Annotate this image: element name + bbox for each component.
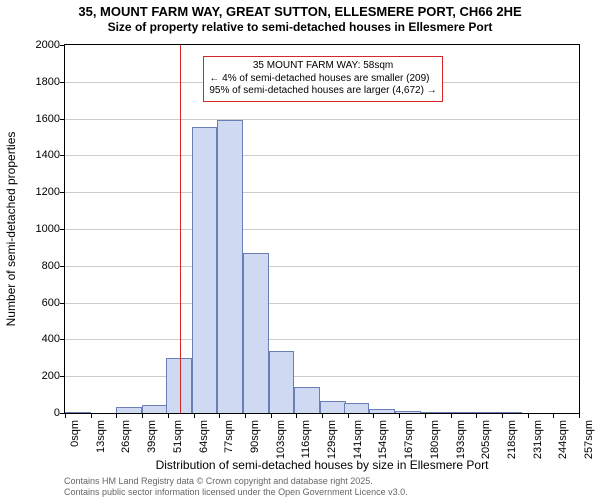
- chart-title-main: 35, MOUNT FARM WAY, GREAT SUTTON, ELLESM…: [0, 4, 600, 19]
- x-tick-mark: [451, 413, 452, 418]
- y-tick-mark: [60, 45, 65, 46]
- y-tick-mark: [60, 303, 65, 304]
- histogram-bar: [344, 403, 370, 413]
- y-tick-label: 1400: [10, 149, 60, 161]
- y-tick-mark: [60, 192, 65, 193]
- gridline-h: [65, 229, 579, 230]
- y-tick-label: 0: [10, 407, 60, 419]
- y-tick-label: 800: [10, 260, 60, 272]
- histogram-bar: [65, 412, 91, 413]
- credit-line-1: Contains HM Land Registry data © Crown c…: [64, 476, 373, 486]
- x-tick-mark: [194, 413, 195, 418]
- x-tick-mark: [219, 413, 220, 418]
- y-tick-label: 1000: [10, 223, 60, 235]
- y-tick-mark: [60, 339, 65, 340]
- y-tick-mark: [60, 229, 65, 230]
- x-tick-mark: [142, 413, 143, 418]
- y-tick-label: 200: [10, 370, 60, 382]
- histogram-bar: [320, 401, 346, 413]
- x-tick-mark: [553, 413, 554, 418]
- x-tick-mark: [296, 413, 297, 418]
- gridline-h: [65, 303, 579, 304]
- histogram-bar: [243, 253, 269, 413]
- x-tick-mark: [65, 413, 66, 418]
- x-tick-mark: [399, 413, 400, 418]
- x-tick-mark: [168, 413, 169, 418]
- x-tick-mark: [425, 413, 426, 418]
- x-tick-mark: [502, 413, 503, 418]
- y-tick-label: 1600: [10, 113, 60, 125]
- x-tick-mark: [476, 413, 477, 418]
- x-tick-mark: [373, 413, 374, 418]
- x-tick-mark: [322, 413, 323, 418]
- y-tick-label: 1200: [10, 186, 60, 198]
- histogram-bar: [496, 412, 522, 413]
- y-tick-mark: [60, 155, 65, 156]
- annotation-line-3: 95% of semi-detached houses are larger (…: [209, 85, 436, 98]
- y-tick-mark: [60, 82, 65, 83]
- chart-title-sub: Size of property relative to semi-detach…: [0, 20, 600, 34]
- y-tick-mark: [60, 266, 65, 267]
- x-tick-label: 257sqm: [583, 420, 595, 480]
- y-tick-label: 1800: [10, 76, 60, 88]
- x-tick-mark: [579, 413, 580, 418]
- plot-area: 35 MOUNT FARM WAY: 58sqm← 4% of semi-det…: [64, 44, 580, 414]
- y-tick-label: 400: [10, 333, 60, 345]
- gridline-h: [65, 339, 579, 340]
- annotation-line-1: 35 MOUNT FARM WAY: 58sqm: [209, 60, 436, 73]
- chart-container: 35, MOUNT FARM WAY, GREAT SUTTON, ELLESM…: [0, 0, 600, 500]
- x-tick-mark: [271, 413, 272, 418]
- x-tick-mark: [245, 413, 246, 418]
- histogram-bar: [192, 127, 218, 413]
- histogram-bar: [166, 358, 192, 413]
- histogram-bar: [116, 407, 142, 413]
- gridline-h: [65, 155, 579, 156]
- histogram-bar: [470, 412, 496, 413]
- histogram-bar: [269, 351, 295, 413]
- histogram-bar: [142, 405, 168, 413]
- x-axis-label: Distribution of semi-detached houses by …: [64, 458, 580, 472]
- credit-line-2: Contains public sector information licen…: [64, 487, 408, 497]
- annotation-box: 35 MOUNT FARM WAY: 58sqm← 4% of semi-det…: [203, 56, 442, 102]
- y-tick-label: 2000: [10, 39, 60, 51]
- y-tick-mark: [60, 376, 65, 377]
- x-tick-mark: [528, 413, 529, 418]
- reference-line: [180, 45, 181, 413]
- histogram-bar: [217, 120, 243, 413]
- x-tick-mark: [348, 413, 349, 418]
- x-tick-mark: [91, 413, 92, 418]
- gridline-h: [65, 192, 579, 193]
- y-tick-label: 600: [10, 297, 60, 309]
- gridline-h: [65, 119, 579, 120]
- histogram-bar: [294, 387, 320, 413]
- y-tick-mark: [60, 119, 65, 120]
- gridline-h: [65, 266, 579, 267]
- annotation-line-2: ← 4% of semi-detached houses are smaller…: [209, 73, 436, 86]
- x-tick-mark: [116, 413, 117, 418]
- gridline-h: [65, 376, 579, 377]
